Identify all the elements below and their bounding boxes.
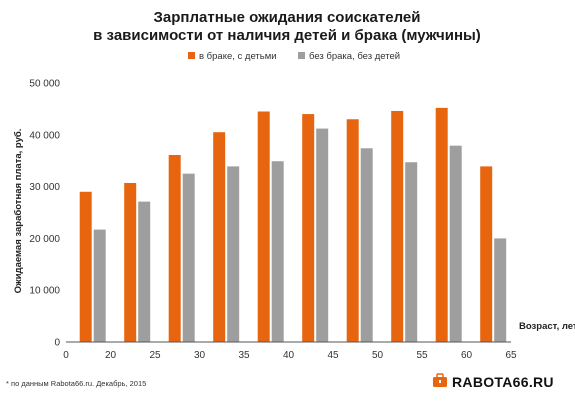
x-tick-label: 60 (461, 350, 473, 361)
x-tick-label: 40 (283, 350, 295, 361)
y-tick-label: 50 000 (29, 79, 60, 90)
bar-single-no-children (93, 229, 106, 342)
bar-married-with-children (302, 114, 315, 342)
bar-single-no-children (405, 162, 418, 342)
bar-married-with-children (124, 182, 137, 342)
x-tick-label: 50 (372, 350, 384, 361)
y-axis-ticks: 0 10 000 20 000 30 000 40 000 50 000 (29, 79, 60, 349)
y-axis-title: Ожидаемая заработная плата, руб. (13, 129, 24, 294)
bar-single-no-children (227, 166, 240, 342)
y-tick-label: 40 000 (29, 130, 60, 141)
footnote: * по данным Rabota66.ru. Декабрь, 2015 (6, 379, 146, 388)
x-tick-label: 30 (194, 350, 206, 361)
x-tick-label: 0 (63, 350, 69, 361)
bar-single-no-children (316, 128, 329, 342)
brand-logo: RABOTA66.RU (433, 373, 554, 390)
chart-title-line-2: в зависимости от наличия детей и брака (… (93, 27, 481, 44)
x-tick-label: 45 (327, 350, 339, 361)
bar-married-with-children (257, 111, 270, 343)
x-tick-label: 20 (105, 350, 117, 361)
y-tick-label: 20 000 (29, 234, 60, 245)
y-tick-label: 30 000 (29, 182, 60, 193)
bar-single-no-children (360, 148, 373, 342)
bar-married-with-children (213, 132, 226, 342)
x-tick-label: 65 (505, 350, 517, 361)
x-axis-ticks: 0 20 25 30 35 40 45 50 55 60 65 (63, 350, 517, 361)
legend-swatch-single (298, 52, 305, 59)
bar-married-with-children (79, 191, 92, 342)
bars (79, 107, 507, 343)
brand-name: RABOTA66.RU (452, 374, 554, 390)
bar-single-no-children (182, 173, 195, 342)
bar-married-with-children (168, 155, 181, 342)
chart-title: Зарплатные ожидания соискателей в зависи… (93, 9, 481, 44)
legend-label-married: в браке, с детьми (199, 51, 277, 62)
x-axis-title: Возраст, лет (519, 321, 575, 332)
bar-single-no-children (494, 238, 507, 342)
chart-title-line-1: Зарплатные ожидания соискателей (154, 9, 421, 26)
y-tick-label: 0 (54, 338, 60, 349)
legend-swatch-married (188, 52, 195, 59)
bar-single-no-children (138, 201, 151, 342)
bar-married-with-children (435, 107, 448, 342)
y-tick-label: 10 000 (29, 286, 60, 297)
legend-label-single: без брака, без детей (309, 51, 400, 62)
legend: в браке, с детьми без брака, без детей (188, 51, 400, 62)
bar-single-no-children (449, 145, 462, 342)
x-tick-label: 25 (149, 350, 161, 361)
bar-single-no-children (271, 161, 284, 342)
bar-married-with-children (346, 119, 359, 342)
bar-married-with-children (480, 166, 493, 342)
bar-married-with-children (391, 110, 404, 342)
x-tick-label: 35 (238, 350, 250, 361)
x-tick-label: 55 (416, 350, 428, 361)
briefcase-logo-icon (433, 373, 447, 387)
